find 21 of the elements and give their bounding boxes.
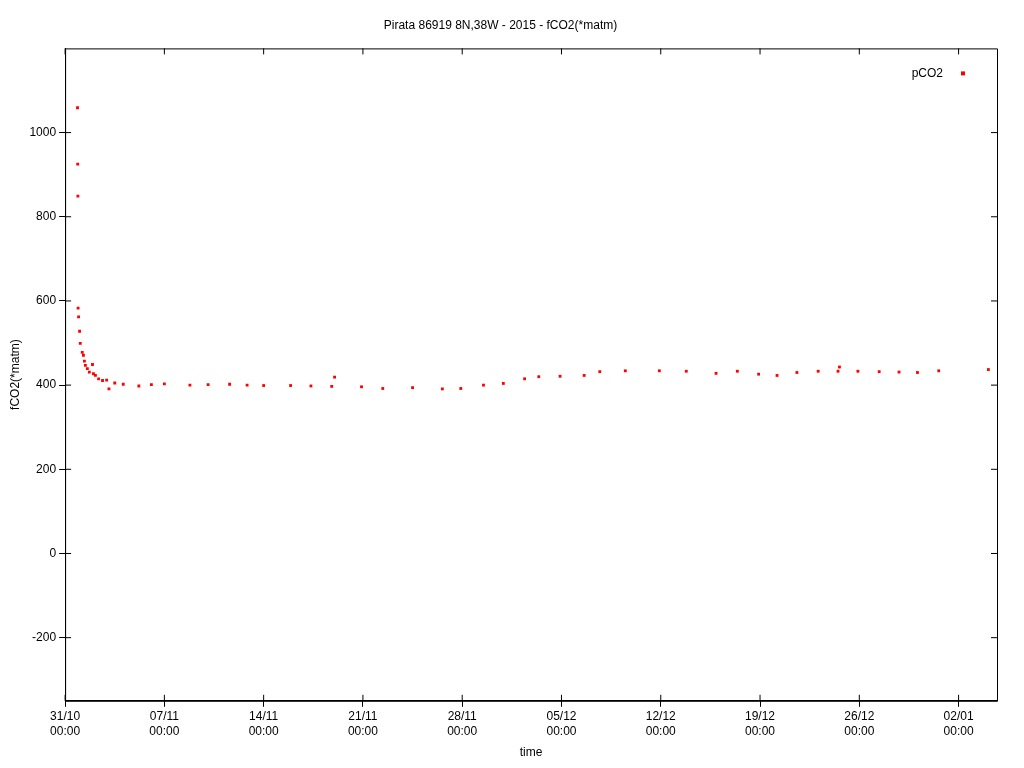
x-tick-label: 21/11 00:00 <box>347 709 379 738</box>
y-tick-label: 600 <box>36 293 57 308</box>
x-tick-label: 05/12 00:00 <box>546 709 577 738</box>
legend-label: pCO2 <box>911 65 944 80</box>
x-axis-title: time <box>519 745 543 760</box>
y-tick-label: 800 <box>36 209 57 224</box>
y-tick-label: 200 <box>36 461 57 476</box>
x-tick-label: 28/11 00:00 <box>447 709 478 738</box>
y-tick-label: 0 <box>49 545 57 560</box>
x-tick-label: 12/12 00:00 <box>645 709 677 738</box>
y-axis-title: fCO2(*matm) <box>7 339 22 410</box>
y-tick-label: -200 <box>32 629 57 644</box>
x-tick-label: 14/11 00:00 <box>248 709 279 738</box>
chart-title: Pirata 86919 8N,38W - 2015 - fCO2(*matm) <box>383 17 618 32</box>
y-tick-label: 400 <box>36 377 57 392</box>
x-tick-label: 07/11 00:00 <box>149 709 180 738</box>
x-tick-label: 26/12 00:00 <box>844 709 875 738</box>
x-tick-label: 19/12 00:00 <box>745 709 776 738</box>
x-tick-label: 02/01 00:00 <box>943 709 974 738</box>
x-tick-label: 31/10 00:00 <box>50 709 81 738</box>
y-tick-label: 1000 <box>29 124 57 139</box>
